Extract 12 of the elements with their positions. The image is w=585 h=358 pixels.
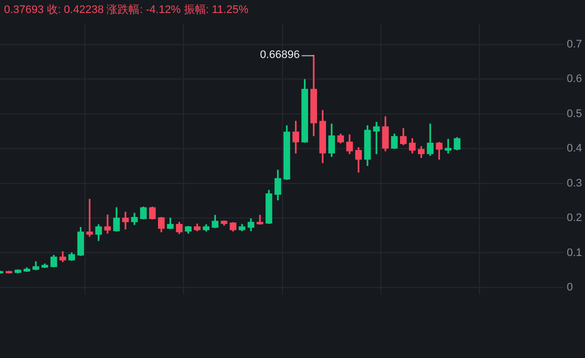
y-tick-label: 0.5 [566,108,582,120]
y-tick-label: 0.1 [566,246,582,259]
candlestick [373,122,380,154]
chart-subtitle: 0.37693 收: 0.42238 涨跌幅: -4.12% 振幅: 11.25% [4,3,248,17]
y-tick-label: 0.4 [566,142,582,155]
y-tick-label: 0 [566,281,573,294]
y-tick-label: 0.6 [566,73,582,86]
annotation: 0.66896 [260,49,300,62]
candlestick [104,214,111,234]
y-tick-label: 0.7 [566,38,582,50]
y-tick-label: 0.3 [566,177,582,190]
y-tick-label: 0.2 [566,212,582,224]
